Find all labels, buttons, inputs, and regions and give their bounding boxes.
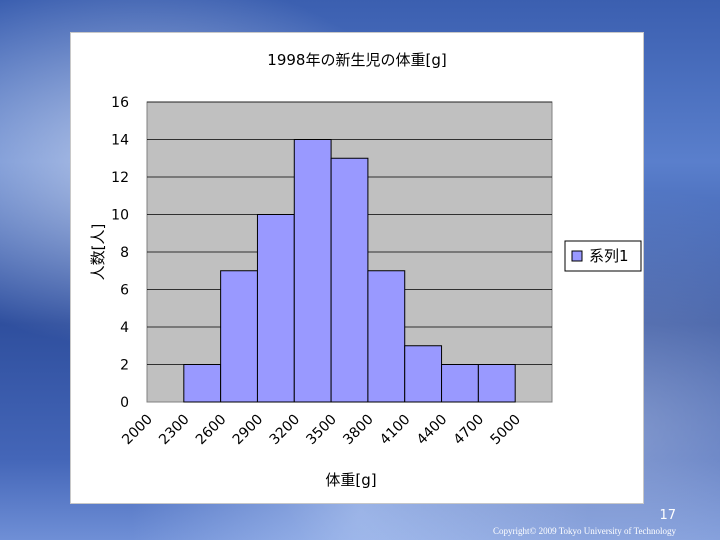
y-tick-label: 14	[111, 133, 129, 149]
x-tick-label: 2000	[119, 412, 156, 449]
histogram-bar	[367, 270, 406, 403]
y-tick-label: 6	[120, 283, 129, 299]
y-tick-label: 0	[120, 395, 129, 411]
y-tick-label: 16	[111, 95, 129, 111]
x-axis-ticks: 2000 2300 2600 2900 3200 3500 3800 4100 4400 4700…	[119, 412, 524, 449]
histogram-bar	[441, 364, 479, 403]
histogram-bar	[293, 139, 332, 403]
chart-title: 1998年の新生児の体重[g]	[267, 51, 446, 69]
y-tick-label: 10	[111, 208, 129, 224]
histogram-bar	[404, 345, 443, 403]
legend-swatch	[571, 250, 583, 262]
x-tick-label: 4400	[414, 412, 451, 449]
legend-label: 系列1	[589, 247, 629, 265]
y-tick-label: 2	[120, 358, 129, 374]
histogram-bar	[256, 214, 295, 403]
y-axis-ticks: 0 2 4 6 8 10 12 14 16	[111, 95, 129, 411]
y-axis-label: 人数[人]	[89, 224, 107, 281]
histogram-bar	[477, 364, 516, 403]
histogram-bar	[330, 157, 369, 403]
x-tick-label: 4100	[377, 412, 414, 449]
y-tick-label: 8	[120, 245, 129, 261]
x-tick-label: 5000	[487, 412, 524, 449]
slide-number: 17	[659, 508, 676, 523]
x-tick-label: 3200	[267, 412, 304, 449]
histogram-bar	[183, 364, 222, 403]
histogram-chart: 1998年の新生児の体重[g] 0 2 4 6 8 10 12 14 16 2000 2300 26…	[89, 51, 642, 489]
x-tick-label: 3500	[303, 412, 340, 449]
y-tick-label: 4	[120, 320, 129, 336]
bars	[183, 139, 516, 403]
histogram-bar	[220, 270, 258, 403]
x-tick-label: 3800	[340, 412, 377, 449]
x-axis-label: 体重[g]	[325, 471, 376, 489]
chart-panel: 1998年の新生児の体重[g] 0 2 4 6 8 10 12 14 16 2000 2300 26…	[70, 32, 644, 504]
copyright-text: Copyright© 2009 Tokyo University of Tech…	[493, 526, 676, 536]
legend: 系列1	[564, 240, 642, 272]
y-tick-label: 12	[111, 170, 129, 186]
x-tick-label: 2300	[156, 412, 193, 449]
x-tick-label: 2900	[230, 412, 267, 449]
x-tick-label: 2600	[193, 412, 230, 449]
x-tick-label: 4700	[451, 412, 488, 449]
